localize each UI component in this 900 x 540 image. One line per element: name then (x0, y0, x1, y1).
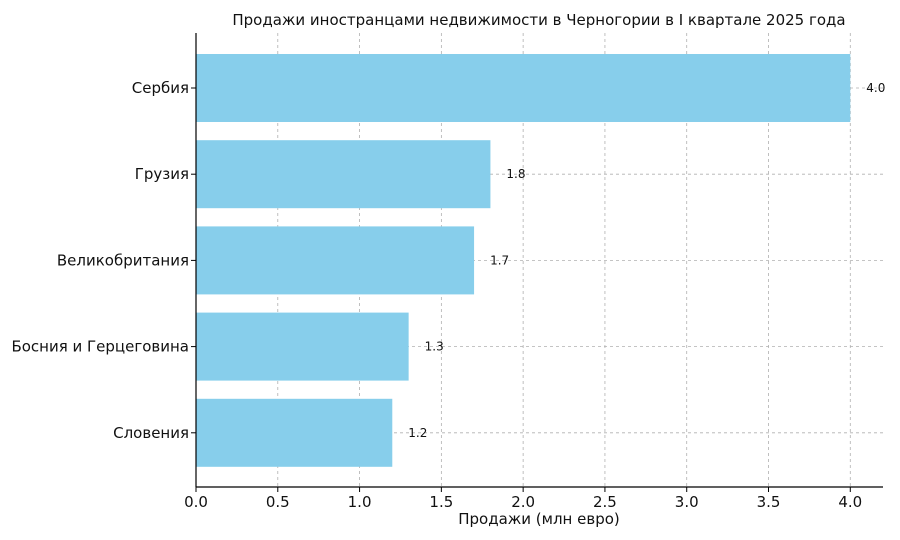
category-label: Грузия (135, 165, 189, 183)
category-label: Босния и Герцеговина (11, 338, 189, 356)
x-tick-label: 2.0 (511, 493, 535, 511)
data-labels-layer: 4.0 1.8 1.7 1.3 1.2 (408, 81, 885, 440)
bar (196, 226, 475, 295)
bar (196, 54, 851, 122)
x-tick-label: 3.0 (675, 493, 699, 511)
category-label: Великобритания (57, 251, 189, 269)
chart-title: Продажи иностранцами недвижимости в Черн… (232, 11, 845, 29)
x-tick-label: 3.5 (757, 493, 781, 511)
y-categories-layer: Сербия Грузия Великобритания Босния и Герце… (11, 79, 196, 442)
x-tick-label: 2.5 (593, 493, 617, 511)
x-tick-label: 0.0 (184, 493, 208, 511)
x-tick-label: 4.0 (838, 493, 862, 511)
bar (196, 140, 491, 209)
x-tick-label: 1.5 (429, 493, 453, 511)
category-label: Сербия (132, 79, 189, 97)
x-ticks-layer: 0.0 0.5 1.0 1.5 2.0 2.5 3.0 3.5 4.0 (184, 487, 862, 511)
x-axis-label: Продажи (млн евро) (458, 510, 620, 528)
bar-value-label: 4.0 (866, 81, 885, 95)
bar-value-label: 1.7 (490, 253, 509, 267)
bar (196, 398, 393, 467)
bar-value-label: 1.8 (506, 167, 525, 181)
bar-value-label: 1.2 (408, 426, 427, 440)
x-tick-label: 0.5 (266, 493, 290, 511)
bars-layer (196, 54, 851, 467)
x-tick-label: 1.0 (348, 493, 372, 511)
bar (196, 312, 409, 381)
bar-value-label: 1.3 (425, 340, 444, 354)
category-label: Словения (113, 424, 189, 442)
